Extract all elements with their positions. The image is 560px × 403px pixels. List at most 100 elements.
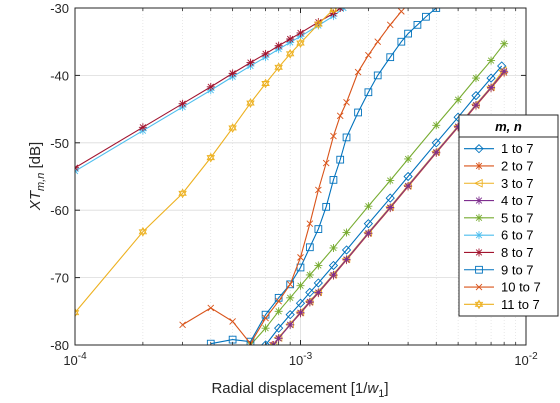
legend-label: 6 to 7 <box>501 228 534 243</box>
data-point <box>432 8 441 12</box>
data-point <box>178 188 187 199</box>
x-tick-label: 10-2 <box>514 351 538 368</box>
data-point <box>403 171 413 182</box>
data-point <box>431 138 441 148</box>
data-point <box>329 176 338 184</box>
x-axis-label: Radial displacement [1/w1] <box>211 380 388 400</box>
legend: m, n 1 to 7 2 to 7 3 to 7 4 to 7 5 to 7 6 to 7… <box>458 114 559 317</box>
legend-marker <box>475 265 483 274</box>
data-point <box>286 320 295 329</box>
data-point <box>285 48 295 59</box>
data-point <box>373 71 382 80</box>
data-point <box>330 132 337 140</box>
data-point <box>285 310 295 320</box>
data-point <box>261 324 270 333</box>
legend-label: 9 to 7 <box>501 262 534 277</box>
y-tick-label: -30 <box>50 1 69 16</box>
data-point <box>363 219 374 229</box>
data-point <box>374 38 382 46</box>
data-point <box>413 21 422 29</box>
series-line <box>210 8 437 345</box>
data-point <box>342 255 351 264</box>
data-point <box>274 323 284 333</box>
data-point <box>328 260 339 271</box>
data-point <box>305 297 314 306</box>
legend-marker <box>473 178 483 188</box>
data-point <box>342 228 351 237</box>
series-8 <box>206 8 441 345</box>
data-point <box>274 307 283 316</box>
data-point <box>246 98 255 108</box>
data-point <box>386 176 395 185</box>
data-point <box>454 122 463 131</box>
data-point <box>336 155 345 164</box>
data-point <box>487 56 496 65</box>
data-point <box>322 159 330 167</box>
data-point <box>322 202 331 211</box>
data-point <box>397 37 406 46</box>
data-point <box>314 261 323 270</box>
data-point <box>364 229 373 238</box>
legend-label: 5 to 7 <box>501 210 534 225</box>
data-point <box>178 99 187 108</box>
data-point <box>398 8 405 15</box>
data-point <box>315 186 322 194</box>
data-point <box>296 308 305 317</box>
data-point <box>297 254 304 261</box>
legend-item: 9 to 7 <box>464 262 534 277</box>
legend-marker <box>474 299 484 310</box>
data-point <box>229 318 236 325</box>
data-point <box>305 243 314 252</box>
data-point <box>329 270 338 279</box>
data-point <box>228 123 237 133</box>
legend-marker <box>475 196 483 205</box>
legend-item: 4 to 7 <box>464 193 534 208</box>
data-point <box>500 39 509 48</box>
data-point <box>471 101 480 110</box>
data-point <box>246 337 255 345</box>
data-point <box>343 99 350 106</box>
data-point <box>471 90 481 101</box>
legend-label: 3 to 7 <box>501 176 534 191</box>
legend-marker <box>475 283 483 291</box>
data-point <box>487 83 496 92</box>
data-point <box>206 152 216 163</box>
data-point <box>432 148 441 157</box>
series-line <box>265 65 503 345</box>
data-point <box>138 226 148 237</box>
data-point <box>138 123 147 132</box>
data-point <box>385 193 395 203</box>
y-axis-label: XTm,n [dB] <box>27 142 47 211</box>
data-point <box>364 88 373 97</box>
data-point <box>246 58 255 67</box>
x-tick-label: 10-4 <box>63 351 87 368</box>
legend-label: 1 to 7 <box>501 141 534 156</box>
data-point <box>206 82 215 91</box>
legend-label: 11 to 7 <box>501 297 540 312</box>
legend-item: 10 to 7 <box>464 280 541 295</box>
data-point <box>207 304 215 312</box>
y-tick-label: -70 <box>50 271 69 286</box>
data-point <box>314 19 323 30</box>
series-5 <box>246 39 509 345</box>
legend-item: 6 to 7 <box>464 228 534 243</box>
y-tick-label: -50 <box>50 136 69 151</box>
y-tick-label: -60 <box>50 203 69 218</box>
legend-marker <box>475 231 483 240</box>
data-point <box>404 29 412 38</box>
data-point <box>274 62 283 73</box>
data-point <box>286 280 295 289</box>
data-point <box>275 297 282 305</box>
data-point <box>386 53 395 62</box>
data-point <box>365 51 372 59</box>
data-point <box>432 121 441 130</box>
data-point <box>296 28 305 37</box>
legend-item: 11 to 7 <box>464 297 540 312</box>
data-point <box>228 69 237 78</box>
data-point <box>422 12 430 21</box>
legend-label: 10 to 7 <box>501 280 541 295</box>
legend-item: 3 to 7 <box>464 176 534 191</box>
data-point <box>354 68 362 76</box>
data-point <box>471 74 480 83</box>
